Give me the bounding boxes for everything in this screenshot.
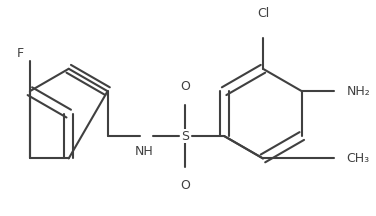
Text: S: S [181,130,189,143]
Text: F: F [17,47,24,60]
Text: NH: NH [135,145,154,158]
Text: O: O [180,179,190,192]
Text: Cl: Cl [257,7,269,20]
Text: NH₂: NH₂ [346,85,370,98]
Text: CH₃: CH₃ [346,152,369,165]
Text: O: O [180,80,190,93]
